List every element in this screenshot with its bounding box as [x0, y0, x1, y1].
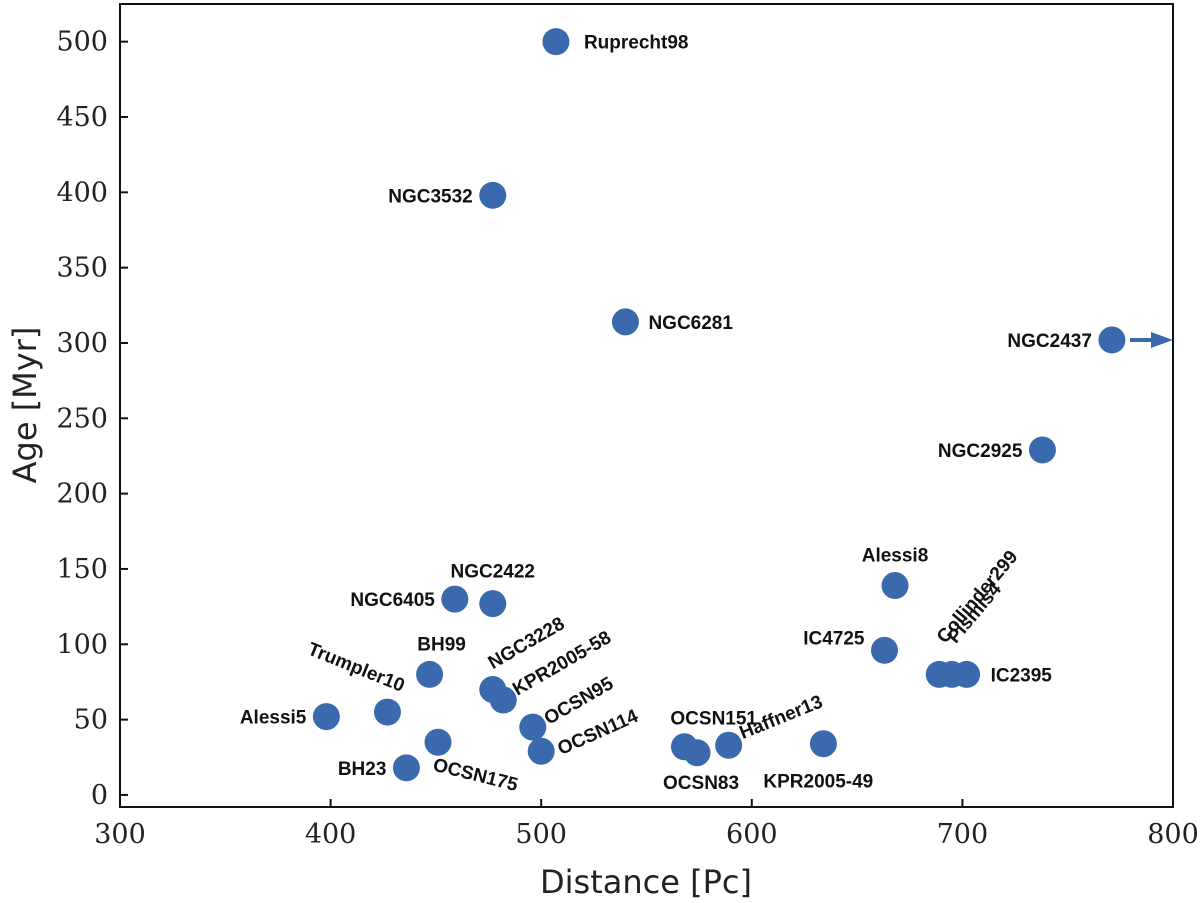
marker [519, 713, 547, 741]
marker [416, 660, 444, 688]
point-label: OCSN151 [670, 709, 757, 730]
marker [1028, 436, 1056, 464]
point-label: Alessi5 [240, 708, 307, 729]
marker [870, 636, 898, 664]
data-point-ocsn175: OCSN175 [424, 728, 521, 796]
point-label: NGC2422 [451, 562, 536, 583]
marker [312, 703, 340, 731]
point-label: IC4725 [803, 628, 865, 649]
point-label: NGC2437 [1007, 331, 1092, 352]
x-tick-label: 400 [305, 819, 357, 850]
marker [809, 730, 837, 758]
marker [611, 308, 639, 336]
x-axis-label: Distance [Pc] [540, 863, 752, 901]
limit-arrow-head [1151, 331, 1173, 348]
y-tick-label: 200 [56, 479, 108, 510]
y-tick-label: 0 [91, 780, 108, 811]
point-label: BH23 [338, 759, 387, 780]
x-tick-label: 600 [726, 819, 778, 850]
marker [424, 728, 452, 756]
y-tick-label: 50 [74, 705, 108, 736]
point-label: BH99 [417, 634, 466, 655]
point-label: KPR2005-49 [763, 772, 873, 793]
data-point-bh23: BH23 [338, 754, 420, 782]
point-label: Alessi8 [862, 546, 929, 567]
marker [373, 698, 401, 726]
data-point-ic4725: IC4725 [803, 628, 898, 664]
point-label: NGC2925 [938, 441, 1023, 462]
point-label: IC2395 [991, 665, 1053, 686]
y-tick-label: 500 [56, 27, 108, 58]
marker [881, 572, 909, 600]
data-point-ngc6281: NGC6281 [611, 308, 733, 336]
point-label: Ruprecht98 [584, 33, 689, 54]
marker [542, 28, 570, 56]
marker [479, 181, 507, 209]
point-label: NGC3532 [388, 186, 473, 207]
y-tick-label: 450 [56, 102, 108, 133]
x-tick-label: 300 [94, 819, 146, 850]
data-point-ngc6405: NGC6405 [350, 585, 469, 613]
marker [489, 686, 517, 714]
x-tick-label: 500 [515, 819, 567, 850]
marker [527, 737, 555, 765]
marker [953, 660, 981, 688]
y-tick-label: 100 [56, 629, 108, 660]
data-point-alessi8: Alessi8 [862, 546, 929, 600]
data-point-kpr2005-49: KPR2005-49 [763, 730, 873, 793]
y-tick-label: 300 [56, 328, 108, 359]
y-tick-label: 150 [56, 554, 108, 585]
marker [715, 731, 743, 759]
point-label: Trumpler10 [305, 639, 408, 697]
x-tick-label: 700 [937, 819, 989, 850]
data-point-ngc3532: NGC3532 [388, 181, 507, 209]
data-point-ruprecht98: Ruprecht98 [542, 28, 689, 56]
point-label: OCSN175 [431, 755, 521, 796]
y-tick-label: 350 [56, 253, 108, 284]
data-point-ocsn151: OCSN151 [670, 709, 757, 761]
y-tick-label: 400 [56, 177, 108, 208]
data-point-ngc2422: NGC2422 [451, 562, 536, 618]
data-point-bh99: BH99 [416, 634, 466, 688]
y-tick-label: 250 [56, 403, 108, 434]
data-point-ngc2925: NGC2925 [938, 436, 1056, 464]
x-tick-label: 800 [1147, 819, 1199, 850]
x-axis: 300 400 500 600 700 800 [94, 799, 1199, 850]
y-axis-label: Age [Myr] [6, 327, 44, 484]
marker [1098, 326, 1126, 354]
point-label: NGC6281 [648, 313, 733, 334]
data-point-ocsn83: OCSN83 [663, 739, 739, 794]
y-axis: 0 50 100 150 200 250 300 350 400 450 500 [56, 27, 128, 811]
point-label: OCSN83 [663, 773, 739, 794]
marker [683, 739, 711, 767]
data-point-alessi5: Alessi5 [240, 703, 340, 731]
data-point-ic2395: IC2395 [953, 660, 1053, 688]
data-point-ngc2437: NGC2437 [1007, 326, 1173, 354]
point-label: NGC6405 [350, 590, 435, 611]
marker [441, 585, 469, 613]
data-points: Ruprecht98 NGC3532 NGC6281 NGC2437 NGC2925 Al… [240, 28, 1173, 796]
marker [392, 754, 420, 782]
marker [479, 590, 507, 618]
plot-frame [119, 3, 1174, 808]
